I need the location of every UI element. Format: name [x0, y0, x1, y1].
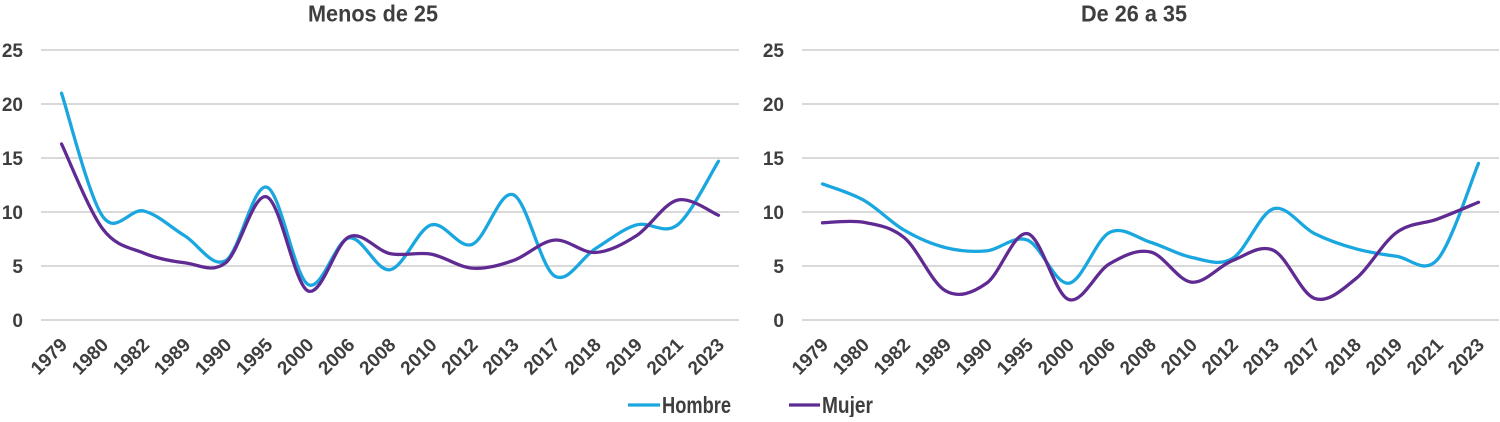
svg-text:0: 0 [773, 311, 784, 332]
svg-text:25: 25 [763, 41, 785, 62]
svg-text:Mujer: Mujer [822, 392, 873, 417]
svg-text:20: 20 [763, 95, 784, 116]
svg-text:25: 25 [2, 41, 24, 62]
svg-text:Hombre: Hombre [662, 392, 731, 417]
svg-text:20: 20 [2, 95, 23, 116]
svg-text:5: 5 [12, 257, 23, 278]
svg-text:0: 0 [12, 311, 23, 332]
svg-text:Menos de 25: Menos de 25 [308, 1, 438, 27]
svg-text:De 26 a 35: De 26 a 35 [1081, 1, 1187, 27]
svg-text:10: 10 [763, 203, 784, 224]
svg-text:10: 10 [2, 203, 23, 224]
svg-text:5: 5 [773, 257, 784, 278]
svg-text:15: 15 [2, 149, 24, 170]
svg-text:15: 15 [763, 149, 785, 170]
